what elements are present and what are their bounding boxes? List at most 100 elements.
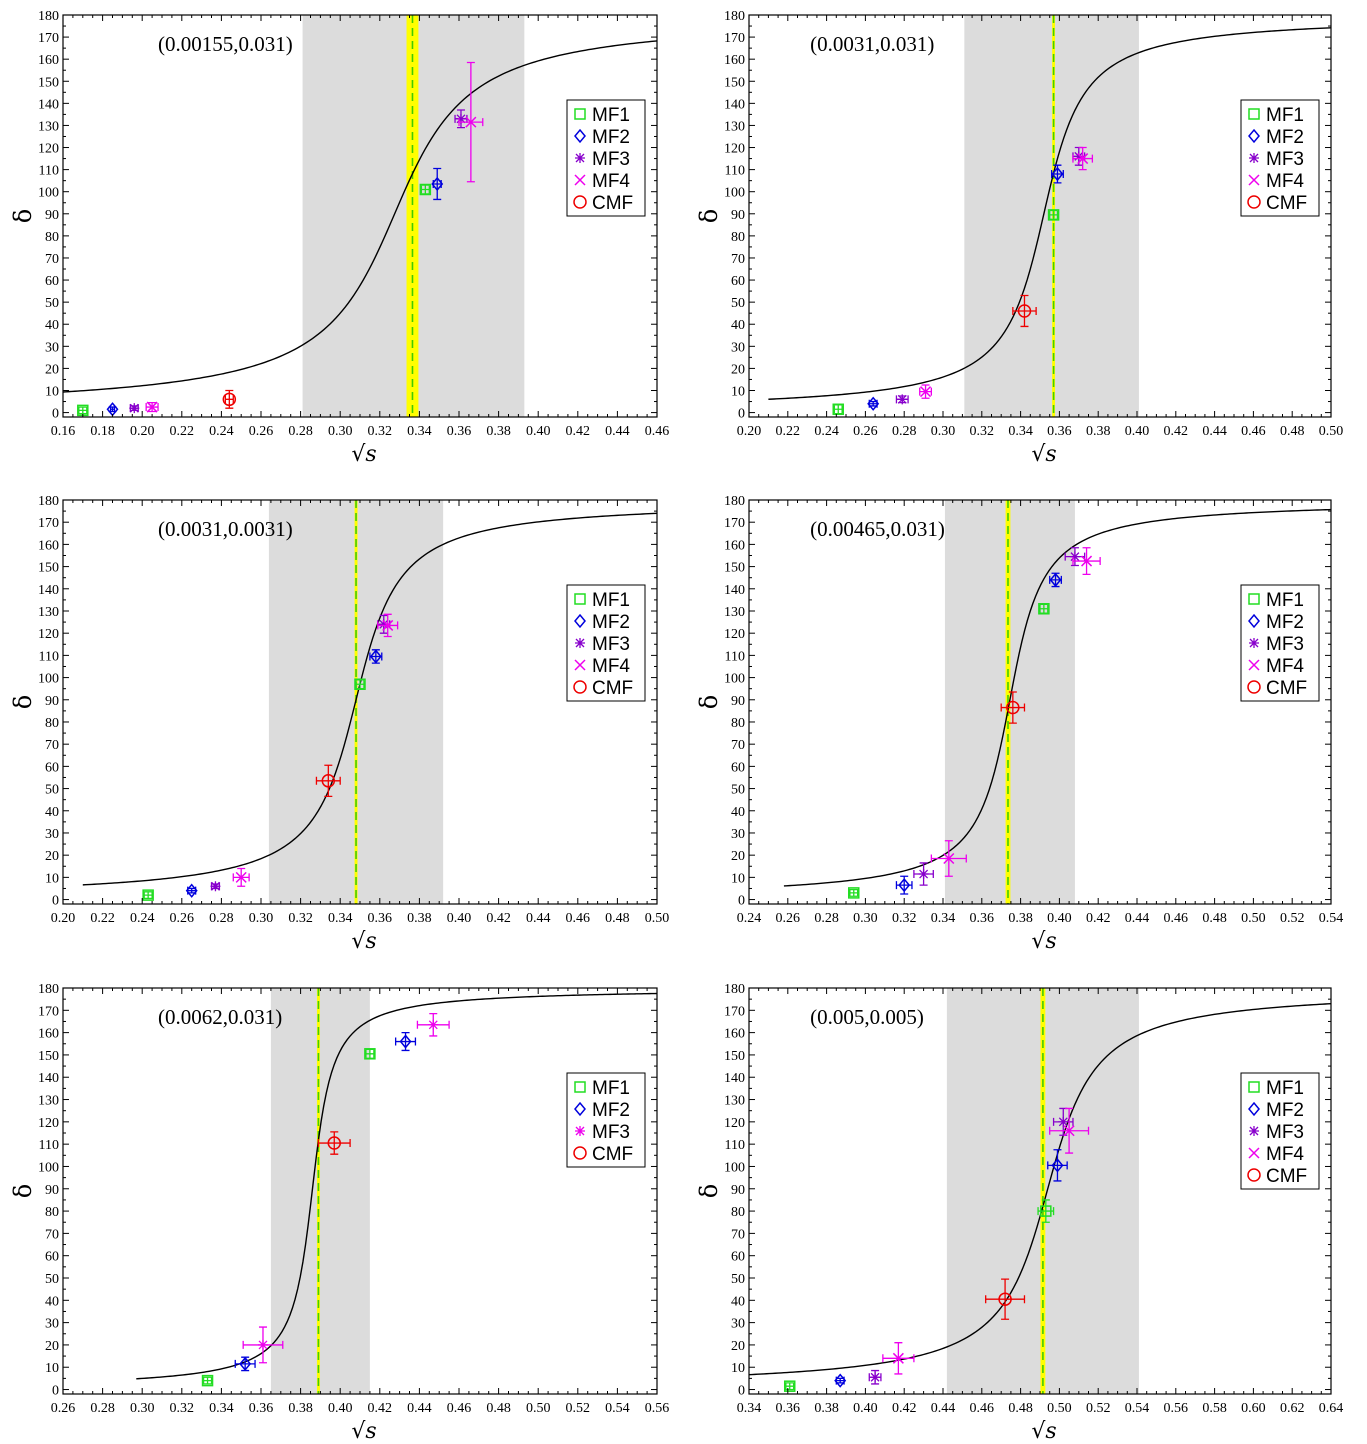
x-tick-label: 0.38 xyxy=(1086,424,1111,439)
x-tick-label: 0.24 xyxy=(209,424,234,439)
y-tick-label: 30 xyxy=(45,827,59,842)
y-tick-label: 140 xyxy=(724,97,745,112)
x-tick-label: 0.40 xyxy=(328,1401,353,1416)
y-tick-label: 70 xyxy=(731,252,745,267)
x-tick-label: 0.26 xyxy=(170,911,195,926)
data-point xyxy=(918,869,929,880)
fit-curve xyxy=(768,27,1331,400)
series-MF2 xyxy=(185,649,383,898)
data-point xyxy=(201,1374,214,1387)
y-tick-label: 10 xyxy=(731,384,745,399)
y-tick-label: 170 xyxy=(724,31,745,46)
x-tick-label: 0.42 xyxy=(566,424,591,439)
y-axis-title: δ xyxy=(9,695,37,709)
legend-marker xyxy=(573,195,587,209)
x-axis-title: √s xyxy=(1031,929,1056,954)
data-point xyxy=(364,1048,376,1060)
legend-label: MF2 xyxy=(592,1100,630,1121)
x-tick-label: 0.44 xyxy=(605,424,630,439)
data-point xyxy=(235,871,247,883)
y-tick-label: 150 xyxy=(38,75,59,90)
data-point xyxy=(465,116,477,128)
x-tick-label: 0.26 xyxy=(51,1401,76,1416)
y-tick-label: 30 xyxy=(45,340,59,355)
data-point xyxy=(129,403,140,414)
x-tick-label: 0.46 xyxy=(1241,424,1266,439)
x-tick-label: 0.40 xyxy=(1125,424,1150,439)
x-tick-label: 0.56 xyxy=(645,1401,670,1416)
legend-marker xyxy=(1249,638,1259,648)
x-tick-label: 0.50 xyxy=(1047,1401,1072,1416)
legend-marker xyxy=(574,613,586,629)
series-MF4 xyxy=(882,1107,1090,1375)
data-point xyxy=(1058,1116,1069,1127)
data-point xyxy=(431,176,444,192)
y-tick-label: 60 xyxy=(45,274,59,289)
x-tick-label: 0.28 xyxy=(209,911,234,926)
y-tick-label: 100 xyxy=(724,186,745,201)
y-tick-label: 90 xyxy=(45,694,59,709)
y-tick-label: 150 xyxy=(724,561,745,576)
x-tick-label: 0.36 xyxy=(1047,424,1072,439)
series-MF1 xyxy=(142,678,366,901)
x-tick-label: 0.28 xyxy=(814,911,839,926)
x-tick-label: 0.46 xyxy=(645,424,670,439)
y-tick-label: 10 xyxy=(731,871,745,886)
x-tick-label: 0.40 xyxy=(526,424,551,439)
legend-marker xyxy=(574,1081,586,1093)
x-tick-label: 0.34 xyxy=(931,911,956,926)
y-tick-label: 130 xyxy=(724,605,745,620)
y-tick-label: 60 xyxy=(45,1250,59,1265)
x-tick-label: 0.32 xyxy=(288,911,313,926)
y-tick-label: 80 xyxy=(45,716,59,731)
panel-title: (0.0031,0.0031) xyxy=(158,517,293,541)
data-point xyxy=(1038,603,1050,615)
x-tick-label: 0.42 xyxy=(892,1401,917,1416)
legend-marker xyxy=(1248,128,1260,144)
legend-label: MF4 xyxy=(1266,656,1304,677)
data-point xyxy=(783,1380,796,1392)
x-tick-label: 0.40 xyxy=(853,1401,878,1416)
y-tick-label: 150 xyxy=(724,1049,745,1064)
y-tick-label: 40 xyxy=(731,318,745,333)
y-axis: 0 10 20 30 40 50 60 70 80 90 100 110 120 130 140 150 160… xyxy=(724,982,1331,1399)
y-tick-label: 180 xyxy=(724,982,745,997)
x-tick-label: 0.52 xyxy=(566,1401,591,1416)
data-point xyxy=(892,1352,904,1364)
error-bar xyxy=(420,184,430,195)
legend-label: CMF xyxy=(1266,1166,1307,1187)
error-bar xyxy=(895,875,913,895)
x-tick-label: 0.20 xyxy=(737,424,762,439)
legend-label: MF2 xyxy=(1266,612,1304,633)
legend-marker xyxy=(574,108,586,120)
y-tick-label: 0 xyxy=(738,894,745,909)
y-tick-label: 60 xyxy=(731,760,745,775)
x-tick-label: 0.22 xyxy=(170,424,195,439)
y-axis: 0 10 20 30 40 50 60 70 80 90 100 110 120 130 140 150 160… xyxy=(38,494,657,909)
y-tick-label: 140 xyxy=(724,583,745,598)
series-MF4 xyxy=(145,61,484,413)
legend-marker xyxy=(1247,1168,1261,1182)
y-tick-label: 160 xyxy=(38,1027,59,1042)
y-tick-label: 30 xyxy=(731,340,745,355)
data-point xyxy=(210,881,221,892)
plot-area xyxy=(82,500,657,904)
error-bar xyxy=(849,888,859,897)
x-tick-label: 0.44 xyxy=(407,1401,432,1416)
x-axis-title: √s xyxy=(1031,442,1056,467)
legend-label: MF1 xyxy=(1266,105,1304,126)
x-tick-label: 0.16 xyxy=(51,424,76,439)
x-axis-title: √s xyxy=(1031,1419,1056,1444)
x-tick-label: 0.50 xyxy=(645,911,670,926)
x-axis: 0.20 0.22 0.24 0.26 0.28 0.30 0.32 0.34 0.36 0.38… xyxy=(737,15,1343,439)
y-tick-label: 180 xyxy=(724,494,745,509)
y-tick-label: 130 xyxy=(724,1094,745,1109)
x-tick-label: 0.36 xyxy=(970,911,995,926)
x-tick-label: 0.62 xyxy=(1280,1401,1305,1416)
series-MF3 xyxy=(913,547,1086,886)
legend-label: MF4 xyxy=(592,171,630,192)
legend-marker xyxy=(574,174,586,186)
y-tick-label: 90 xyxy=(731,694,745,709)
